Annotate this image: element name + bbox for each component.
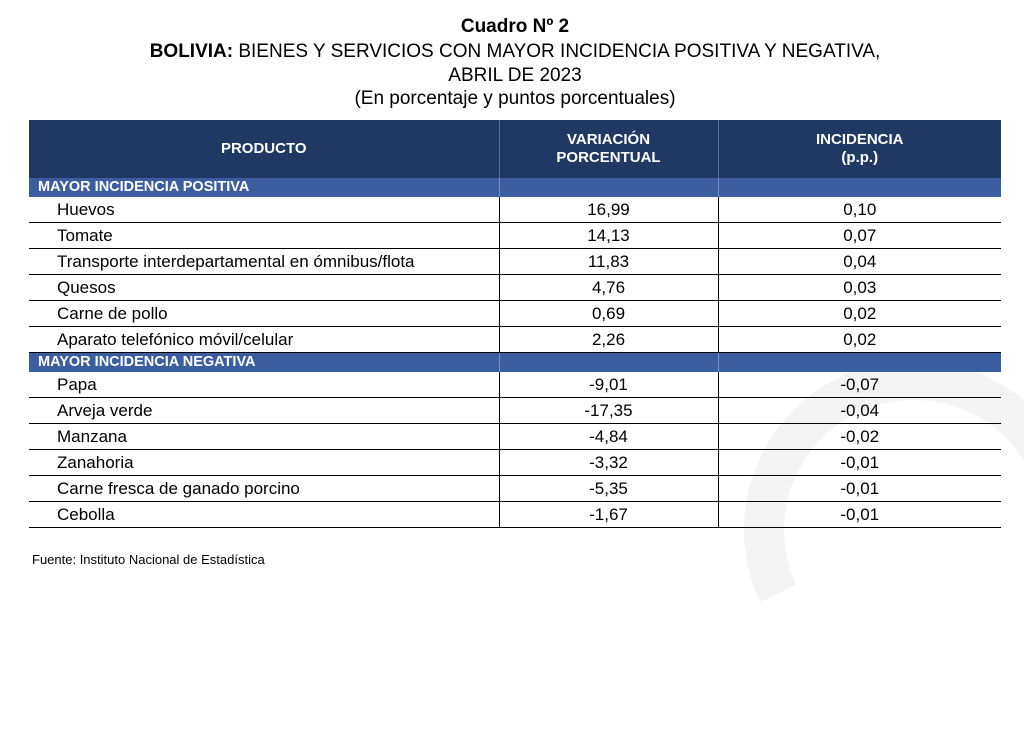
cell-incidencia: -0,02 <box>717 423 1001 450</box>
cell-variacion: -1,67 <box>498 501 718 528</box>
table-row: Manzana -4,84 -0,02 <box>29 423 1001 450</box>
cell-variacion: 0,69 <box>498 300 718 327</box>
cell-producto: Transporte interdepartamental en ómnibus… <box>29 248 499 275</box>
header-variacion: VARIACIÓN PORCENTUAL <box>498 120 718 178</box>
table-row: Cebolla -1,67 -0,01 <box>29 501 1001 528</box>
table-row: Papa -9,01 -0,07 <box>29 372 1001 398</box>
cell-variacion: 2,26 <box>498 326 718 353</box>
table-title: BOLIVIA: BIENES Y SERVICIOS CON MAYOR IN… <box>0 39 1024 64</box>
cell-incidencia: -0,04 <box>717 397 1001 424</box>
cell-variacion: -4,84 <box>498 423 718 450</box>
section-negative: MAYOR INCIDENCIA NEGATIVA <box>29 352 1001 372</box>
table-row: Zanahoria -3,32 -0,01 <box>29 449 1001 476</box>
cell-producto: Tomate <box>29 222 499 249</box>
cell-incidencia: 0,10 <box>717 197 1001 223</box>
cell-producto: Aparato telefónico móvil/celular <box>29 326 499 353</box>
table-row: Quesos 4,76 0,03 <box>29 274 1001 301</box>
table-row: Transporte interdepartamental en ómnibus… <box>29 248 1001 275</box>
cell-variacion: 11,83 <box>498 248 718 275</box>
section-positive-label: MAYOR INCIDENCIA POSITIVA <box>29 178 499 197</box>
cell-producto: Huevos <box>29 197 499 223</box>
table-row: Carne de pollo 0,69 0,02 <box>29 300 1001 327</box>
cell-producto: Zanahoria <box>29 449 499 476</box>
title-description: BIENES Y SERVICIOS CON MAYOR INCIDENCIA … <box>233 41 881 62</box>
title-period: ABRIL DE 2023 <box>448 65 582 86</box>
table-row: Tomate 14,13 0,07 <box>29 222 1001 249</box>
cell-variacion: 16,99 <box>498 197 718 223</box>
cell-incidencia: -0,01 <box>717 449 1001 476</box>
cell-incidencia: 0,04 <box>717 248 1001 275</box>
table-row: Carne fresca de ganado porcino -5,35 -0,… <box>29 475 1001 502</box>
cell-incidencia: 0,02 <box>717 326 1001 353</box>
cell-incidencia: -0,07 <box>717 372 1001 398</box>
table-row: Arveja verde -17,35 -0,04 <box>29 397 1001 424</box>
cell-producto: Manzana <box>29 423 499 450</box>
cell-incidencia: 0,07 <box>717 222 1001 249</box>
cell-variacion: 14,13 <box>498 222 718 249</box>
cell-incidencia: -0,01 <box>717 475 1001 502</box>
cell-variacion: -9,01 <box>498 372 718 398</box>
title-block: Cuadro Nº 2 BOLIVIA: BIENES Y SERVICIOS … <box>0 14 1024 110</box>
cell-producto: Carne de pollo <box>29 300 499 327</box>
header-incidencia: INCIDENCIA (p.p.) <box>717 120 1001 178</box>
cell-variacion: -3,32 <box>498 449 718 476</box>
incidence-table: PRODUCTO VARIACIÓN PORCENTUAL INCIDENCIA(… <box>29 120 1001 528</box>
cell-variacion: -17,35 <box>498 397 718 424</box>
title-units: (En porcentaje y puntos porcentuales) <box>354 88 676 109</box>
table-row: Aparato telefónico móvil/celular 2,26 0,… <box>29 326 1001 353</box>
table-header-row: PRODUCTO VARIACIÓN PORCENTUAL INCIDENCIA(… <box>29 120 1001 178</box>
cell-producto: Cebolla <box>29 501 499 528</box>
section-negative-label: MAYOR INCIDENCIA NEGATIVA <box>29 352 499 372</box>
cell-incidencia: -0,01 <box>717 501 1001 528</box>
title-country: BOLIVIA: <box>149 41 234 62</box>
cell-producto: Quesos <box>29 274 499 301</box>
source-note: Fuente: Instituto Nacional de Estadístic… <box>32 552 265 567</box>
cell-producto: Carne fresca de ganado porcino <box>29 475 499 502</box>
cell-variacion: 4,76 <box>498 274 718 301</box>
cell-variacion: -5,35 <box>498 475 718 502</box>
section-positive: MAYOR INCIDENCIA POSITIVA <box>29 178 1001 197</box>
cell-incidencia: 0,02 <box>717 300 1001 327</box>
table-row: Huevos 16,99 0,10 <box>29 197 1001 223</box>
cell-producto: Arveja verde <box>29 397 499 424</box>
header-producto: PRODUCTO <box>29 120 499 178</box>
cell-incidencia: 0,03 <box>717 274 1001 301</box>
cell-producto: Papa <box>29 372 499 398</box>
table-number: Cuadro Nº 2 <box>460 16 570 37</box>
